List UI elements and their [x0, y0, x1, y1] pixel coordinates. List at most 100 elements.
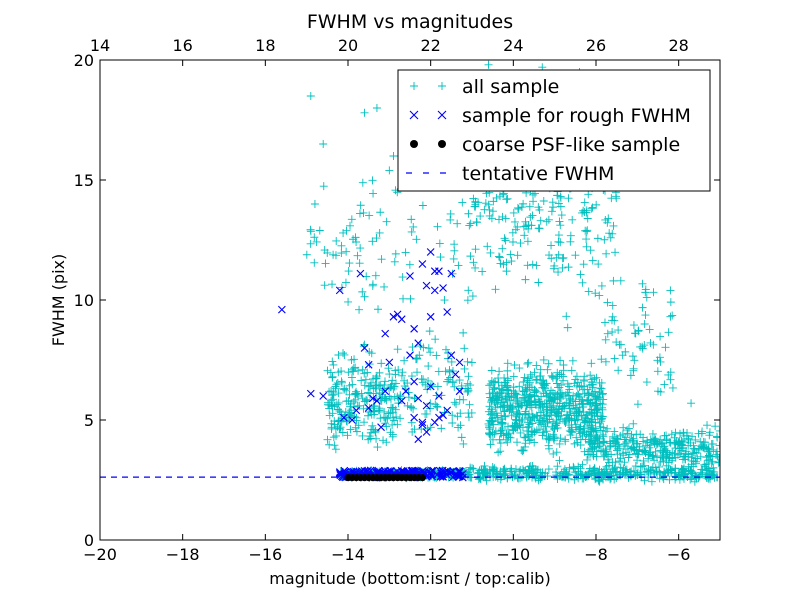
y-tick-label: 0 [84, 531, 94, 550]
legend-item: coarse PSF-like sample [410, 134, 680, 156]
all-sample-point [515, 400, 524, 409]
all-sample-point [632, 430, 641, 439]
all-sample-point [654, 387, 662, 396]
legend-label: all sample [462, 76, 559, 98]
all-sample-point [472, 218, 481, 227]
all-sample-point [653, 356, 662, 365]
all-sample-point [629, 364, 638, 373]
all-sample-point [666, 368, 675, 377]
all-sample-point [518, 415, 527, 424]
legend-marker-x [409, 110, 419, 120]
plot-marks [100, 60, 720, 486]
all-sample-point [352, 416, 361, 425]
all-sample-point [348, 380, 357, 389]
all-sample-point [500, 411, 509, 420]
all-sample-point [372, 234, 381, 243]
all-sample-point [536, 401, 545, 410]
all-sample-point [328, 373, 337, 382]
all-sample-point [377, 359, 386, 368]
all-sample-point [326, 368, 335, 377]
rough-fwhm-point [381, 329, 390, 338]
all-sample-point [302, 250, 311, 259]
all-sample-point [572, 391, 581, 400]
all-sample-point [495, 253, 504, 262]
all-sample-point [558, 376, 567, 385]
rough-fwhm-point [414, 435, 423, 444]
all-sample-point [629, 434, 638, 443]
all-sample-point [460, 344, 469, 353]
all-sample-point [375, 388, 384, 397]
all-sample-point [387, 380, 396, 389]
all-sample-point [346, 221, 355, 230]
all-sample-point [601, 427, 610, 436]
rough-fwhm-point [356, 269, 365, 278]
all-sample-point [506, 250, 515, 259]
all-sample-point [648, 452, 657, 461]
all-sample-point [688, 449, 697, 458]
all-sample-point [371, 271, 380, 280]
all-sample-point [600, 318, 609, 327]
all-sample-point [349, 367, 358, 376]
all-sample-point [569, 464, 578, 473]
all-sample-point [638, 303, 647, 312]
all-sample-point [347, 355, 356, 364]
all-sample-point [594, 260, 603, 269]
all-sample-point [473, 469, 482, 478]
all-sample-point [355, 305, 364, 314]
rough-fwhm-point [439, 284, 447, 292]
all-sample-point [706, 452, 715, 461]
all-sample-point [328, 409, 337, 418]
all-sample-point [600, 451, 609, 460]
rough-fwhm-point [389, 312, 398, 321]
all-sample-point [699, 443, 708, 452]
all-sample-point [358, 287, 367, 296]
all-sample-point [640, 461, 649, 470]
all-sample-point [536, 216, 545, 225]
all-sample-point [321, 259, 330, 268]
all-sample-point [548, 422, 557, 431]
all-sample-point [520, 433, 529, 442]
all-sample-point [455, 395, 464, 404]
all-sample-point [576, 464, 585, 473]
all-sample-point [480, 469, 489, 478]
all-sample-point [519, 222, 528, 231]
all-sample-point [324, 398, 333, 407]
all-sample-point [545, 435, 554, 444]
all-sample-point [553, 390, 562, 399]
all-sample-point [566, 237, 575, 246]
all-sample-point [352, 427, 361, 436]
all-sample-point [344, 297, 353, 306]
all-sample-point [559, 360, 568, 369]
all-sample-point [640, 476, 649, 485]
all-sample-point [623, 429, 632, 438]
all-sample-point [556, 221, 565, 230]
all-sample-point [705, 428, 714, 437]
y-tick-label: 5 [84, 411, 94, 430]
all-sample-point [535, 425, 544, 434]
all-sample-point [382, 396, 391, 405]
y-tick-label: 10 [74, 291, 94, 310]
all-sample-point [675, 444, 684, 453]
all-sample-point [532, 361, 541, 370]
all-sample-point [410, 394, 419, 403]
all-sample-point [483, 242, 492, 251]
all-sample-point [588, 415, 597, 424]
all-sample-point [656, 332, 665, 341]
all-sample-point [573, 438, 582, 447]
all-sample-point [591, 426, 600, 435]
all-sample-point [551, 421, 560, 430]
all-sample-point [358, 394, 367, 403]
all-sample-point [555, 456, 564, 465]
all-sample-point [526, 213, 535, 222]
all-sample-point [679, 428, 688, 437]
all-sample-point [579, 206, 588, 215]
all-sample-point [334, 350, 343, 359]
all-sample-point [478, 267, 487, 276]
all-sample-point [660, 472, 669, 481]
all-sample-point [364, 382, 373, 391]
all-sample-point [389, 152, 398, 160]
all-sample-point [329, 360, 338, 369]
all-sample-point [597, 281, 606, 290]
all-sample-point [502, 435, 511, 444]
